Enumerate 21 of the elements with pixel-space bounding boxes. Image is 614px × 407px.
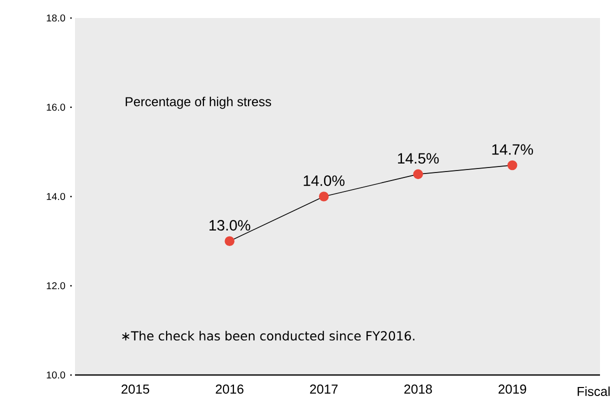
point bbox=[507, 160, 518, 170]
data-label: 13.0% bbox=[210, 220, 250, 231]
y-tick-label: 16.0 bbox=[46, 104, 66, 111]
x-tick-label: 2015 bbox=[122, 384, 150, 394]
x-tick-label: 2018 bbox=[404, 384, 432, 394]
point bbox=[318, 192, 329, 202]
x-tick-label: 2017 bbox=[310, 384, 338, 394]
data-label: 14.0% bbox=[304, 175, 344, 186]
y-tick-label: 12.0 bbox=[46, 282, 66, 290]
point bbox=[224, 236, 234, 246]
y-tick-label: 14.0 bbox=[46, 192, 66, 200]
point bbox=[413, 169, 423, 180]
annotation: ∗The check has been conducted since FY2016. bbox=[122, 330, 414, 341]
data-label: 14.5% bbox=[398, 153, 439, 164]
y-tick-label: 10.0 bbox=[46, 371, 66, 379]
text: Percentage of high stress bbox=[126, 96, 272, 109]
x-axis-title: Fiscal bbox=[578, 386, 610, 396]
data-label: 14.7% bbox=[492, 144, 533, 155]
x-tick-label: 2019 bbox=[498, 384, 526, 394]
x-tick-label: 2016 bbox=[216, 384, 244, 394]
y-tick-label: 18.0 bbox=[46, 14, 66, 22]
